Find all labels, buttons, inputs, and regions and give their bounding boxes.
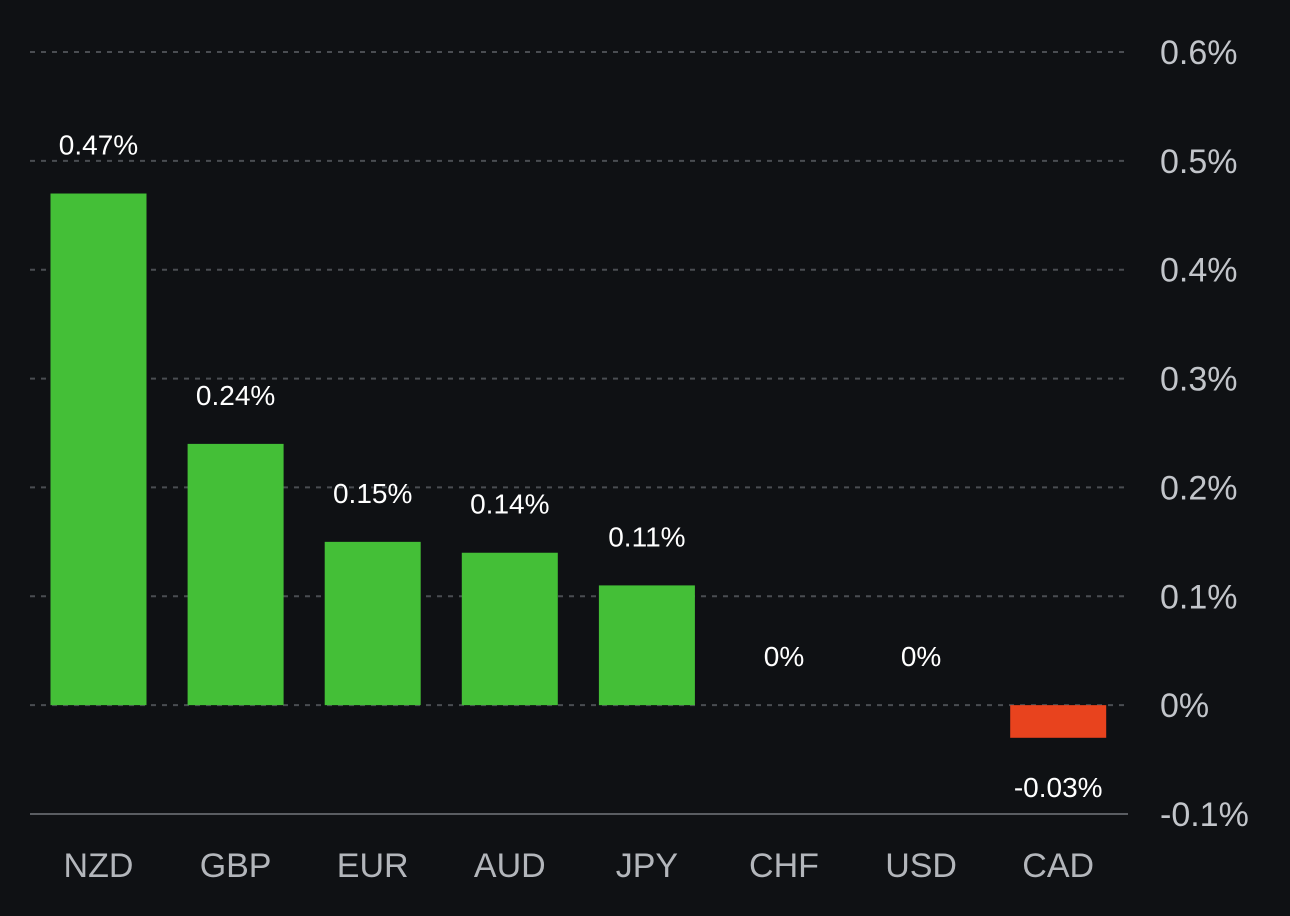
data-label: 0.24% (196, 380, 275, 411)
bar-eur (324, 541, 421, 706)
data-label: 0% (764, 641, 804, 672)
bar-cad (1010, 705, 1107, 738)
y-tick-label: -0.1% (1160, 796, 1249, 834)
y-tick-label: 0.4% (1160, 252, 1238, 290)
x-tick-label: GBP (200, 847, 272, 885)
x-tick-label: USD (885, 847, 957, 885)
data-label: 0.14% (470, 489, 549, 520)
bar-jpy (598, 585, 695, 706)
y-tick-label: 0.2% (1160, 469, 1238, 507)
bar-gbp (187, 443, 284, 706)
x-axis-tick-labels: NZD GBP EUR AUD JPY CHF USD CAD (64, 847, 1095, 885)
x-tick-label: EUR (337, 847, 409, 885)
x-tick-label: CHF (749, 847, 819, 885)
y-tick-label: 0% (1160, 687, 1209, 725)
bar-nzd (50, 193, 147, 706)
y-tick-label: 0.3% (1160, 361, 1238, 399)
y-axis-tick-labels: 0.6% 0.5% 0.4% 0.3% 0.2% 0.1% 0% -0.1% (1160, 34, 1249, 834)
x-tick-label: JPY (616, 847, 678, 885)
y-tick-label: 0.5% (1160, 143, 1238, 181)
bar-aud (461, 552, 558, 706)
y-tick-label: 0.1% (1160, 578, 1238, 616)
data-label: 0.15% (333, 478, 412, 509)
data-label: -0.03% (1014, 772, 1103, 803)
data-label: 0.11% (608, 521, 685, 552)
x-tick-label: NZD (64, 847, 134, 885)
data-labels: 0.47% 0.24% 0.15% 0.14% 0.11% 0% 0% -0.03% (59, 130, 1103, 803)
data-label: 0.47% (59, 130, 138, 161)
bars (50, 193, 1107, 738)
x-tick-label: AUD (474, 847, 546, 885)
x-tick-label: CAD (1022, 847, 1094, 885)
y-tick-label: 0.6% (1160, 34, 1238, 72)
data-label: 0% (901, 641, 941, 672)
grid-lines (30, 51, 1128, 815)
